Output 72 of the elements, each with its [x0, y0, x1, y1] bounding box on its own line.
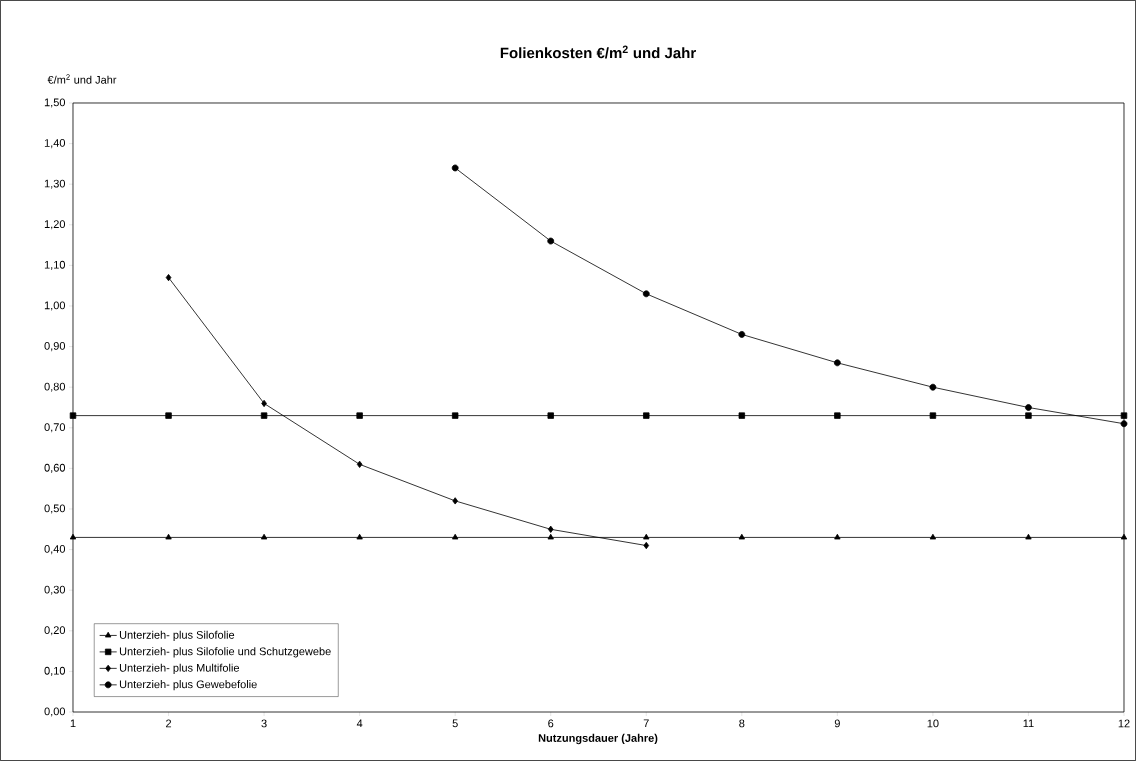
point	[547, 412, 554, 419]
x-tick-label: 3	[261, 719, 267, 728]
y-tick-label: 1,20	[44, 220, 66, 230]
point	[356, 412, 363, 419]
point	[165, 273, 172, 282]
y-tick-label: 1,40	[44, 139, 66, 149]
chart-title: Folienkosten €/m$^{2}$ und Jahr	[500, 45, 696, 59]
y-tick-label: 0,50	[44, 504, 66, 514]
y-tick-label: 0,70	[44, 423, 66, 433]
y-tick-label: 0,60	[44, 463, 66, 473]
y-tick-label: 1,30	[44, 179, 66, 189]
point	[643, 533, 650, 540]
point	[1120, 533, 1128, 540]
y-tick-label: 0,80	[44, 382, 66, 392]
x-tick-label: 8	[739, 719, 745, 728]
point	[642, 290, 650, 298]
point	[547, 525, 554, 533]
point	[1120, 412, 1128, 419]
x-tick-label: 10	[927, 719, 939, 728]
point	[738, 331, 746, 338]
point	[1120, 420, 1128, 428]
point	[260, 533, 268, 540]
point	[356, 533, 363, 540]
point	[738, 533, 745, 540]
point	[643, 541, 650, 550]
x-axis-title: Nutzungsdauer (Jahre)	[538, 733, 658, 745]
y-tick-label: 0,20	[44, 626, 66, 636]
x-tick-label: 5	[452, 719, 458, 728]
point	[1025, 404, 1032, 411]
x-tick-label: 12	[1118, 719, 1130, 728]
point	[929, 383, 937, 391]
point	[452, 497, 458, 505]
y-tick-label: 0,90	[44, 342, 66, 352]
point	[69, 412, 77, 419]
point	[69, 533, 77, 540]
point	[834, 533, 841, 540]
point	[1025, 533, 1032, 540]
point	[452, 533, 459, 540]
point	[643, 412, 650, 419]
point	[356, 460, 363, 468]
point	[834, 412, 841, 419]
legend-label: Unterzieh- plus Silofolie und Schutzgewebe	[119, 647, 331, 658]
legend-label: Unterzieh- plus Multifolie	[119, 663, 240, 674]
x-tick-label: 9	[834, 719, 840, 728]
point	[451, 164, 459, 172]
x-tick-label: 7	[643, 719, 649, 728]
y-axis-title: €/m$^{2}$ und Jahr	[47, 74, 117, 84]
point	[451, 412, 459, 419]
point	[929, 412, 937, 419]
point	[165, 412, 172, 419]
point	[738, 412, 746, 419]
x-tick-label: 2	[166, 719, 172, 728]
y-tick-label: 0,10	[44, 666, 66, 676]
legend-label: Unterzieh- plus Gewebefolie	[119, 680, 257, 691]
y-tick-label: 0,40	[44, 545, 66, 555]
y-tick-label: 1,50	[44, 98, 66, 108]
point	[547, 237, 555, 245]
point	[260, 412, 268, 419]
x-tick-label: 11	[1023, 719, 1034, 728]
x-tick-label: 4	[356, 719, 363, 728]
y-tick-label: 0,30	[44, 585, 66, 595]
legend-label: Unterzieh- plus Silofolie	[119, 630, 235, 641]
point	[1025, 412, 1032, 419]
x-tick-label: 6	[548, 719, 554, 728]
point	[165, 533, 172, 540]
y-tick-label: 1,10	[44, 260, 66, 270]
point	[547, 533, 554, 540]
x-tick-label: 1	[70, 719, 76, 728]
point	[833, 359, 841, 367]
y-tick-label: 0,00	[44, 707, 66, 717]
point	[929, 533, 937, 540]
y-tick-label: 1,00	[44, 301, 66, 311]
